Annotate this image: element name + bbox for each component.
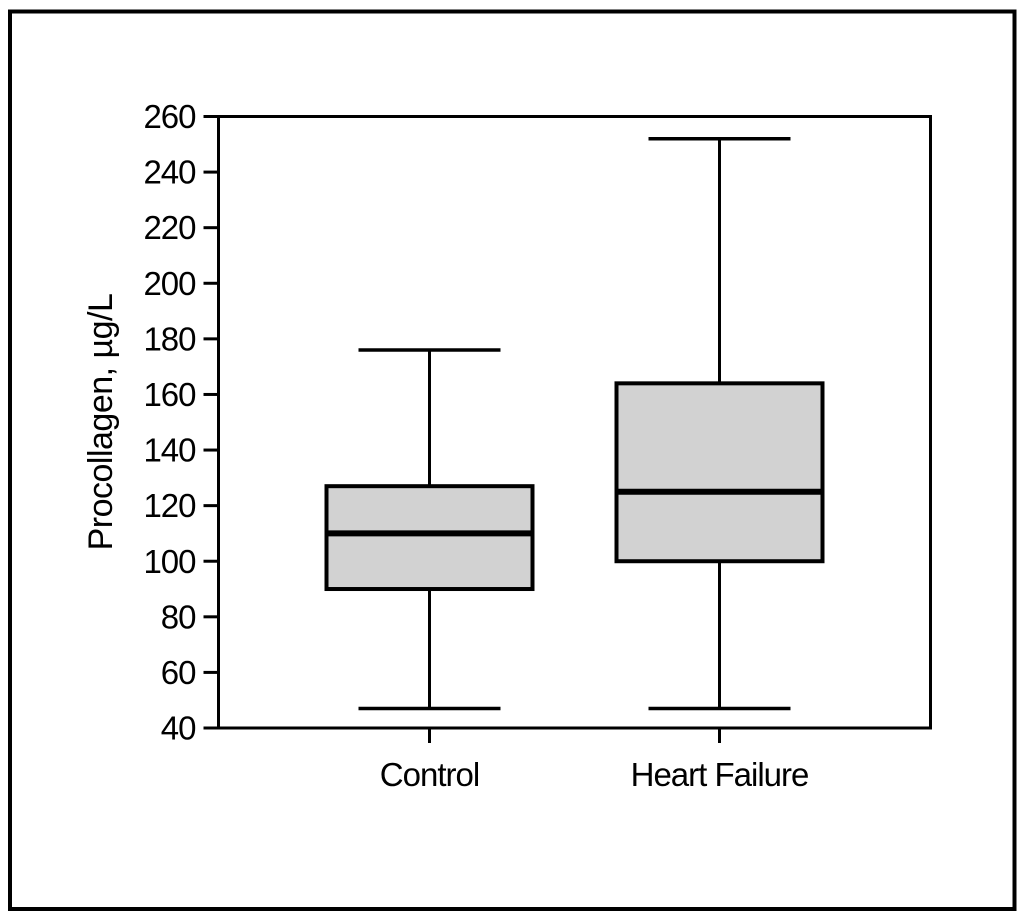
y-tick-label: 120 [143,487,196,524]
y-tick-label: 80 [161,598,196,635]
y-tick-label: 220 [143,209,196,246]
y-tick-label: 260 [143,98,196,135]
y-axis-title: Procollagen, µg/L [82,294,120,551]
y-tick-label: 140 [143,432,196,469]
y-tick-label: 180 [143,320,196,357]
y-tick-label: 60 [161,654,196,691]
figure-border [8,9,1017,911]
y-tick-label: 100 [143,543,196,580]
plot-frame [217,115,932,730]
y-tick-label: 40 [161,710,196,747]
y-tick-label: 200 [143,265,196,302]
iqr-box [324,484,535,592]
y-tick-label: 240 [143,154,196,191]
y-tick-label: 160 [143,376,196,413]
x-category-label: Control [380,756,479,793]
x-category-label: Heart Failure [631,756,809,793]
iqr-box [614,381,825,564]
